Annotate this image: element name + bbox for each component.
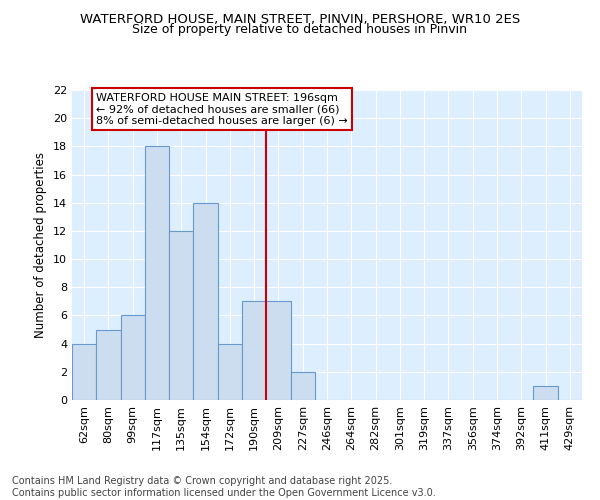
Text: WATERFORD HOUSE MAIN STREET: 196sqm
← 92% of detached houses are smaller (66)
8%: WATERFORD HOUSE MAIN STREET: 196sqm ← 92… <box>96 93 348 126</box>
Bar <box>218 344 242 400</box>
Bar <box>242 302 266 400</box>
Bar <box>533 386 558 400</box>
Bar <box>72 344 96 400</box>
Bar <box>266 302 290 400</box>
Text: Size of property relative to detached houses in Pinvin: Size of property relative to detached ho… <box>133 22 467 36</box>
Bar <box>145 146 169 400</box>
Text: WATERFORD HOUSE, MAIN STREET, PINVIN, PERSHORE, WR10 2ES: WATERFORD HOUSE, MAIN STREET, PINVIN, PE… <box>80 12 520 26</box>
Y-axis label: Number of detached properties: Number of detached properties <box>34 152 47 338</box>
Bar <box>169 231 193 400</box>
Bar <box>121 316 145 400</box>
Bar <box>96 330 121 400</box>
Bar <box>290 372 315 400</box>
Bar <box>193 202 218 400</box>
Text: Contains HM Land Registry data © Crown copyright and database right 2025.
Contai: Contains HM Land Registry data © Crown c… <box>12 476 436 498</box>
